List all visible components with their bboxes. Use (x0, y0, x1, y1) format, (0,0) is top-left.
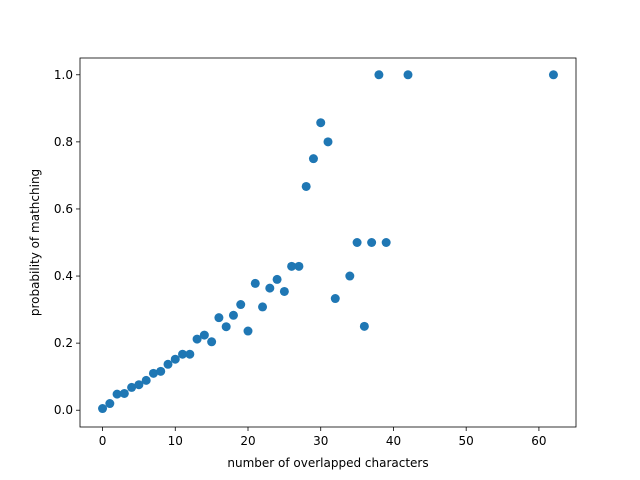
y-tick-label: 1.0 (54, 68, 73, 82)
data-point (178, 349, 188, 359)
data-point (279, 286, 289, 296)
data-point (170, 354, 180, 364)
y-axis-label: probability of mathching (28, 169, 42, 316)
data-point (323, 137, 333, 147)
data-point (367, 238, 377, 247)
data-point (228, 310, 238, 320)
data-point (381, 238, 391, 247)
data-point (345, 271, 355, 281)
x-tick-label: 20 (240, 434, 255, 448)
x-tick-label: 60 (531, 434, 546, 448)
data-point (192, 334, 202, 344)
data-point (243, 326, 253, 336)
x-tick-label: 40 (386, 434, 401, 448)
data-point (163, 359, 173, 369)
data-point (287, 261, 297, 271)
data-point (352, 238, 362, 247)
data-point (98, 404, 108, 414)
data-point (105, 399, 115, 409)
data-point (141, 375, 151, 385)
data-point (127, 382, 137, 392)
data-point (199, 330, 209, 340)
plot-frame (79, 57, 577, 428)
data-point (250, 278, 260, 288)
data-point (403, 70, 413, 80)
y-tick-label: 0.0 (54, 403, 73, 417)
data-point (294, 261, 304, 271)
x-axis-ticks: 0 10 20 30 40 50 60 (99, 427, 547, 448)
data-point (359, 321, 369, 331)
data-point (316, 118, 326, 128)
data-point (134, 380, 144, 390)
data-point (156, 366, 166, 376)
data-point (330, 294, 340, 304)
data-point (548, 70, 558, 80)
data-point (374, 70, 384, 80)
data-point (185, 349, 195, 359)
y-tick-label: 0.6 (54, 202, 73, 216)
data-point (272, 274, 282, 284)
x-tick-label: 10 (168, 434, 183, 448)
y-tick-label: 0.8 (54, 135, 73, 149)
x-axis-label: number of overlapped characters (227, 456, 428, 470)
data-point (207, 337, 217, 347)
data-point (308, 154, 318, 164)
data-point (221, 322, 231, 332)
data-point (258, 302, 268, 312)
data-point (265, 283, 275, 293)
data-point (112, 389, 122, 399)
data-point (148, 368, 158, 378)
x-tick-label: 0 (99, 434, 107, 448)
x-tick-label: 30 (313, 434, 328, 448)
data-points (98, 70, 558, 414)
y-tick-label: 0.4 (54, 269, 73, 283)
data-point (214, 313, 224, 323)
data-point (236, 300, 246, 310)
x-tick-label: 50 (459, 434, 474, 448)
y-axis-ticks: 0.0 0.2 0.4 0.6 0.8 1.0 (54, 68, 80, 417)
data-point (301, 181, 311, 191)
y-tick-label: 0.2 (54, 336, 73, 350)
data-point (119, 388, 129, 398)
